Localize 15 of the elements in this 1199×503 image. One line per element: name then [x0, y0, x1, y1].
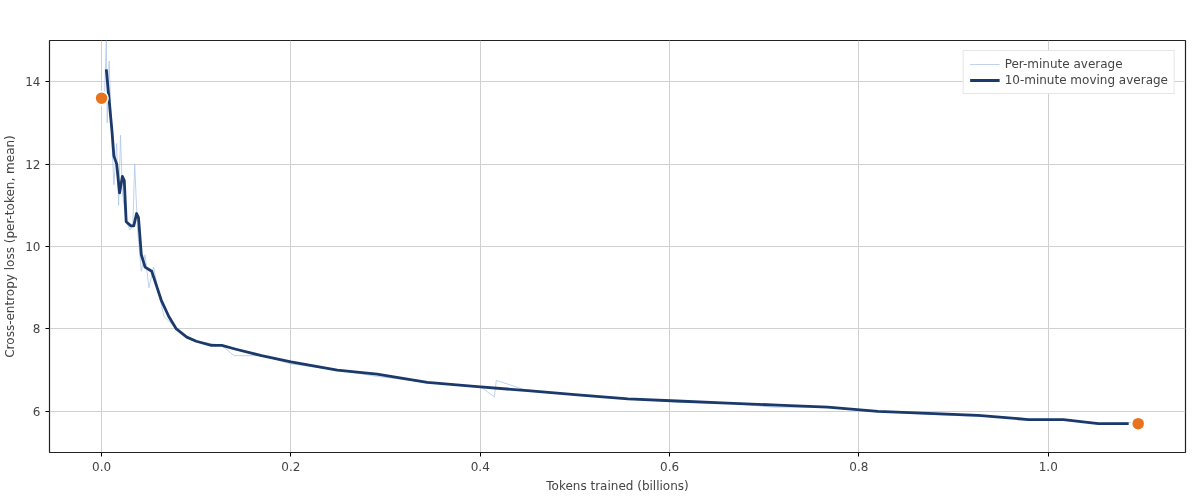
y-tick-label: 6: [32, 404, 41, 419]
x-tick-label: 0.0: [92, 459, 112, 474]
x-tick-label: 0.6: [660, 459, 680, 474]
legend-label: 10-minute moving average: [1004, 73, 1168, 87]
y-tick-label: 8: [32, 322, 41, 337]
x-tick-label: 1.0: [1038, 459, 1058, 474]
y-tick-label: 10: [25, 240, 41, 254]
y-tick-label: 14: [25, 75, 41, 90]
y-tick-label: 12: [25, 157, 41, 172]
x-tick-label: 0.8: [849, 459, 869, 474]
x-tick-label: 0.2: [281, 459, 301, 474]
x-tick-label: 0.4: [470, 459, 490, 474]
y-axis-title: Cross-entropy loss (per-token, mean): [3, 135, 18, 358]
legend-label: Per-minute average: [1004, 57, 1123, 71]
x-axis-title: Tokens trained (billions): [545, 478, 689, 493]
